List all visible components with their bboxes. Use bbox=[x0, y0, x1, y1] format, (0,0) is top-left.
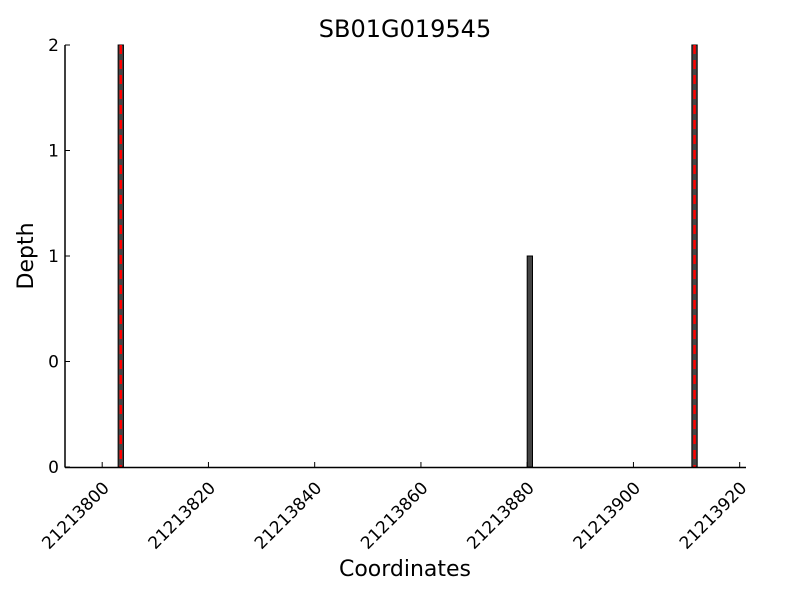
x-tick-label-5: 21213900 bbox=[570, 478, 645, 553]
bar-1 bbox=[526, 255, 533, 468]
chart-title: SB01G019545 bbox=[319, 15, 491, 43]
x-tick-label-1: 21213820 bbox=[145, 478, 220, 553]
y-tick-label-1: 0 bbox=[48, 353, 59, 373]
x-tick-label-3: 21213860 bbox=[357, 478, 432, 553]
x-axis-label: Coordinates bbox=[339, 557, 471, 582]
y-tick-label-0: 0 bbox=[48, 458, 59, 478]
y-axis-label: Depth bbox=[14, 222, 39, 289]
y-tick-label-2: 1 bbox=[48, 247, 59, 267]
y-tick-label-3: 1 bbox=[48, 142, 59, 162]
x-tick-label-2: 21213840 bbox=[251, 478, 326, 553]
x-tick-label-0: 21213800 bbox=[38, 478, 113, 553]
x-tick-label-4: 21213880 bbox=[463, 478, 538, 553]
x-tick-label-6: 21213920 bbox=[676, 478, 751, 553]
y-tick-label-4: 2 bbox=[48, 36, 59, 56]
